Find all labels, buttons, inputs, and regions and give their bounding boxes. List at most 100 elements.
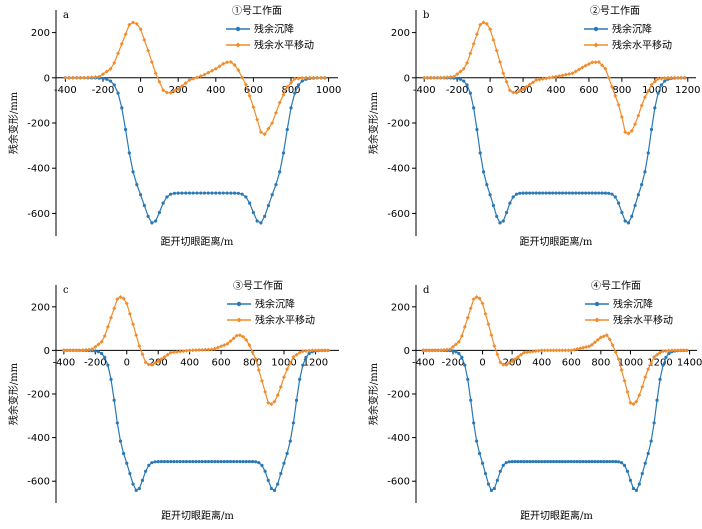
panel-letter: d [423, 285, 430, 296]
horizontal-point [304, 75, 309, 80]
subsidence-point [663, 79, 667, 83]
horizontal-point [97, 74, 102, 79]
subsidence-point [498, 221, 502, 225]
horizontal-point [74, 75, 79, 80]
x-axis-title: 距开切眼距离/m [161, 235, 234, 248]
horizontal-point [285, 84, 290, 89]
series-line-subsidence [424, 77, 685, 224]
x-axis-title: 距开切眼距离/m [520, 509, 593, 522]
horizontal-point [636, 113, 641, 118]
panel-title: ③号工作面 [233, 280, 283, 292]
subsidence-point [116, 91, 120, 95]
legend-label-horizontal: 残余水平移动 [255, 314, 315, 327]
horizontal-point [237, 333, 242, 338]
horizontal-point [675, 348, 680, 353]
subsidence-point [531, 191, 535, 195]
horizontal-point [489, 333, 494, 338]
subsidence-point [150, 461, 154, 465]
horizontal-point [498, 59, 502, 64]
horizontal-point [649, 361, 654, 366]
horizontal-point [610, 343, 615, 348]
horizontal-point [600, 63, 605, 68]
horizontal-point [191, 76, 196, 81]
subsidence-point [263, 214, 267, 218]
horizontal-point [190, 348, 195, 353]
horizontal-point [219, 344, 224, 349]
subsidence-point [640, 471, 644, 476]
horizontal-point [448, 74, 453, 79]
horizontal-point [563, 72, 568, 77]
subsidence-point [472, 421, 476, 425]
horizontal-point [513, 357, 518, 362]
horizontal-point [550, 75, 555, 80]
subsidence-point [475, 127, 479, 132]
subsidence-point [250, 460, 255, 464]
subsidence-point [518, 191, 522, 195]
horizontal-point [61, 348, 66, 353]
horizontal-point [539, 348, 544, 353]
subsidence-point [590, 191, 594, 195]
horizontal-point [251, 105, 256, 110]
horizontal-point [123, 32, 128, 37]
y-tick-label: -200 [27, 390, 50, 401]
subsidence-point [228, 459, 233, 464]
subsidence-point [519, 459, 523, 464]
subsidence-point [626, 221, 631, 225]
horizontal-point [156, 359, 161, 364]
subsidence-point [636, 193, 640, 197]
horizontal-point [297, 350, 302, 355]
horizontal-point [678, 348, 683, 353]
horizontal-point [584, 345, 589, 350]
subsidence-point [172, 459, 176, 464]
horizontal-point [292, 76, 297, 81]
subsidence-point [206, 191, 210, 195]
x-tick-label: -200 [442, 357, 465, 368]
horizontal-point [646, 88, 651, 93]
horizontal-point [524, 84, 529, 89]
horizontal-point [465, 60, 470, 65]
subsidence-point [263, 469, 267, 473]
horizontal-point [124, 301, 129, 306]
x-axis-title: 距开切眼距离/m [161, 509, 234, 522]
x-tick-label: 1000 [618, 357, 643, 368]
subsidence-point [176, 191, 180, 195]
subsidence-point [233, 191, 237, 195]
horizontal-point [231, 336, 236, 341]
horizontal-point [210, 68, 215, 73]
horizontal-point [142, 37, 147, 42]
x-tick-label: -400 [54, 85, 77, 96]
subsidence-point [655, 398, 659, 402]
subsidence-point [251, 210, 255, 215]
horizontal-point [149, 362, 154, 367]
horizontal-point [435, 75, 440, 80]
subsidence-point [580, 191, 584, 195]
horizontal-point [672, 75, 677, 80]
horizontal-point [127, 22, 132, 27]
horizontal-point [109, 315, 114, 320]
x-tick-label: -400 [413, 85, 436, 96]
x-tick-label: -200 [92, 85, 115, 96]
horizontal-point [263, 389, 268, 394]
subsidence-point [596, 459, 600, 464]
subsidence-point [537, 459, 541, 464]
subsidence-point [659, 83, 664, 87]
horizontal-point [195, 75, 199, 80]
horizontal-point [171, 350, 176, 355]
horizontal-point [583, 63, 588, 68]
x-tick-label: 1000 [642, 85, 667, 96]
subsidence-point [462, 79, 466, 83]
subsidence-point [614, 460, 618, 464]
subsidence-point [235, 459, 239, 464]
y-tick-label: -600 [387, 209, 410, 220]
subsidence-point [540, 459, 544, 464]
horizontal-point [115, 297, 120, 302]
subsidence-point [508, 201, 512, 205]
horizontal-point [521, 350, 526, 355]
horizontal-point [655, 352, 660, 357]
chart-panel-d: -600-400-2000200-400-2000200400600800100… [367, 280, 702, 522]
subsidence-point [154, 219, 158, 223]
legend-marker-horizontal [593, 42, 599, 48]
horizontal-point [432, 75, 437, 80]
subsidence-point [274, 183, 278, 187]
horizontal-point [652, 354, 657, 359]
